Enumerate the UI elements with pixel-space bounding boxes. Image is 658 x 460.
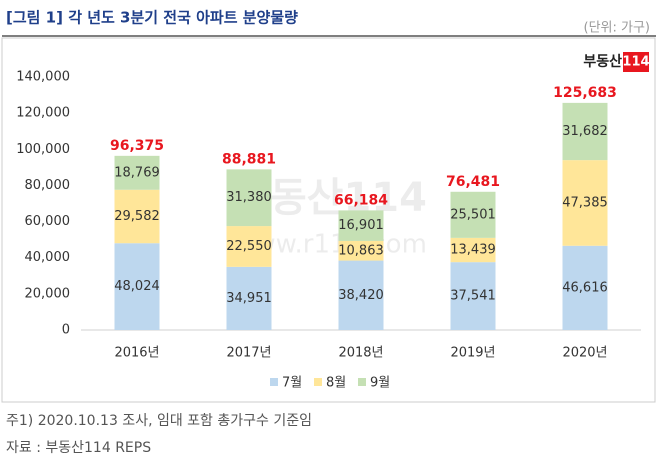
value-label: 31,682 [562, 124, 608, 139]
bar-segment [450, 262, 496, 330]
bar-segment [338, 260, 384, 330]
value-label: 25,501 [450, 207, 496, 222]
x-tick-label: 2019년 [450, 346, 495, 361]
y-tick-label: 140,000 [16, 70, 70, 85]
bar-segment [562, 245, 608, 330]
total-label: 96,375 [110, 138, 164, 154]
legend-label: 9월 [370, 376, 390, 391]
x-tick-label: 2016년 [114, 346, 159, 361]
y-tick-label: 40,000 [25, 250, 71, 265]
y-tick-label: 60,000 [25, 214, 71, 229]
legend-swatch [358, 378, 366, 386]
x-tick-label: 2017년 [226, 346, 271, 361]
y-tick-label: 20,000 [25, 286, 71, 301]
bar-segment [226, 226, 272, 267]
value-label: 10,863 [338, 243, 384, 258]
value-label: 38,420 [338, 288, 384, 303]
bar-segment [562, 102, 608, 161]
x-tick-label: 2020년 [562, 346, 607, 361]
bar-segment [450, 237, 496, 263]
bar-segment [114, 155, 160, 190]
legend-swatch [314, 378, 322, 386]
chart-title: [그림 1] 각 년도 3분기 전국 아파트 분양물량 [6, 9, 298, 27]
bar-segment [338, 210, 384, 241]
bar-segment [226, 169, 272, 227]
y-tick-label: 120,000 [16, 106, 70, 121]
logo-name: 부동산 [583, 53, 622, 70]
x-tick-label: 2018년 [338, 346, 383, 361]
bar-segment [450, 191, 496, 238]
y-tick-label: 0 [62, 323, 70, 338]
value-label: 22,550 [226, 239, 272, 254]
total-label: 125,683 [553, 85, 617, 101]
value-label: 47,385 [562, 195, 608, 210]
total-label: 88,881 [222, 151, 276, 167]
legend-swatch [270, 378, 278, 386]
value-label: 16,901 [338, 218, 384, 233]
chart-frame [1, 37, 656, 403]
bar-segment [338, 240, 384, 261]
logo-box [623, 52, 649, 72]
bar-segment [114, 243, 160, 330]
bar-segment [226, 266, 272, 330]
y-tick-label: 100,000 [16, 142, 70, 157]
bar-segment [114, 189, 160, 244]
bar-segment [562, 160, 608, 246]
note: 주1) 2020.10.13 조사, 임대 포함 총가구수 기준임 [6, 413, 312, 429]
legend-label: 8월 [326, 376, 346, 391]
value-label: 34,951 [226, 291, 272, 306]
value-label: 13,439 [450, 243, 496, 258]
source: 자료 : 부동산114 REPS [6, 440, 151, 456]
value-label: 18,769 [114, 165, 160, 180]
value-label: 48,024 [114, 279, 160, 294]
total-label: 76,481 [446, 174, 500, 190]
value-label: 31,380 [226, 190, 272, 205]
value-label: 29,582 [114, 209, 160, 224]
value-label: 37,541 [450, 289, 496, 304]
value-label: 46,616 [562, 280, 608, 295]
legend-label: 7월 [282, 376, 302, 391]
total-label: 66,184 [334, 192, 388, 208]
unit-label: (단위: 가구) [584, 21, 651, 36]
y-tick-label: 80,000 [25, 178, 71, 193]
logo-number: 114 [622, 55, 649, 70]
